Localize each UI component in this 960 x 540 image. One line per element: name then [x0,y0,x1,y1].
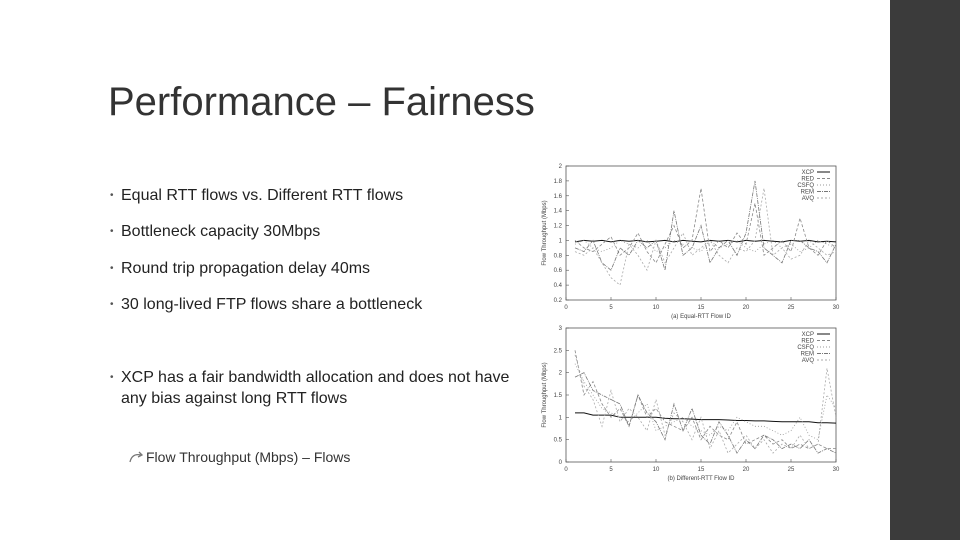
series-line [574,188,837,264]
side-bar [890,0,960,540]
series-line [574,239,837,253]
plot-frame [565,327,837,463]
bullet: • Bottleneck capacity 30Mbps [110,221,531,242]
series-line [574,350,836,450]
y-tick-label: 0.6 [554,268,563,274]
x-tick-label: 20 [743,467,750,473]
x-tick-label: 0 [564,305,568,311]
y-tick-label: 1 [559,238,563,244]
bullet: • 30 long-lived FTP flows share a bottlen… [110,294,531,315]
legend-label: AVQ [802,358,815,364]
bullet-text: Round trip propagation delay 40ms [121,260,371,277]
x-tick-label: 30 [833,305,840,311]
series-line [574,354,837,454]
legend-label: CSFQ [797,183,814,189]
x-tick-label: 10 [653,467,660,473]
x-axis-label: (b) Different-RTT Flow ID [667,476,735,482]
series-line [574,239,837,243]
slide-title: Performance – Fairness [108,80,535,124]
y-tick-label: 0.4 [554,283,563,289]
sub-bullet-icon [129,451,144,463]
x-tick-label: 15 [698,467,705,473]
x-tick-label: 5 [609,467,613,473]
y-tick-label: 1.2 [554,224,563,230]
x-tick-label: 0 [564,467,568,473]
x-tick-label: 25 [788,467,795,473]
bullet-text: 30 long-lived FTP flows share a bottlene… [121,296,423,313]
y-tick-label: 0.8 [554,253,563,259]
y-tick-label: 1.5 [554,393,563,399]
legend-label: RED [801,339,814,345]
series-line [574,372,837,454]
plot-frame [565,165,837,301]
charts: 0.20.40.60.811.21.41.61.820 5 10 15 20 25 30(a… [542,164,840,482]
x-tick-label: 15 [698,305,705,311]
bullet-text: Bottleneck capacity 30Mbps [121,223,321,240]
series-line [574,188,837,286]
y-tick-label: 2.5 [554,348,563,354]
y-axis-label: Flow Throughput (Mbps) [542,200,548,265]
y-tick-label: 0.5 [554,438,563,444]
series-line [574,180,837,271]
legend-label: XCP [802,332,814,338]
y-tick-label: 2 [559,164,563,170]
legend-label: CSFQ [797,345,814,351]
legend-label: REM [801,190,814,196]
legend-label: XCP [802,170,814,176]
bullet-text: Equal RTT flows vs. Different RTT flows [121,187,404,204]
x-tick-label: 10 [653,305,660,311]
y-tick-label: 3 [559,326,563,332]
bullet: • Equal RTT flows vs. Different RTT flows [110,185,531,206]
x-tick-label: 25 [788,305,795,311]
sub-bullet: Flow Throughput (Mbps) – Flows [146,449,351,465]
y-tick-label: 1.6 [554,194,563,200]
legend-label: AVQ [802,196,815,202]
x-tick-label: 20 [743,305,750,311]
x-axis-label: (a) Equal-RTT Flow ID [671,314,731,320]
bullet: • Round trip propagation delay 40ms [110,258,531,279]
x-tick-label: 5 [609,305,613,311]
y-axis-label: Flow Throughput (Mbps) [542,362,548,427]
y-tick-label: 1 [559,415,563,421]
legend-label: REM [801,352,814,358]
y-tick-label: 2 [559,371,563,377]
y-tick-label: 0.2 [554,298,563,304]
bullet: • XCP has a fair bandwidth allocation and… [110,367,531,409]
y-tick-label: 1.8 [554,179,563,185]
y-tick-label: 0 [559,460,563,466]
bullet-text: XCP has a fair bandwidth allocation and … [121,369,510,407]
y-tick-label: 1.4 [554,209,563,215]
x-tick-label: 30 [833,467,840,473]
legend-label: RED [801,177,814,183]
